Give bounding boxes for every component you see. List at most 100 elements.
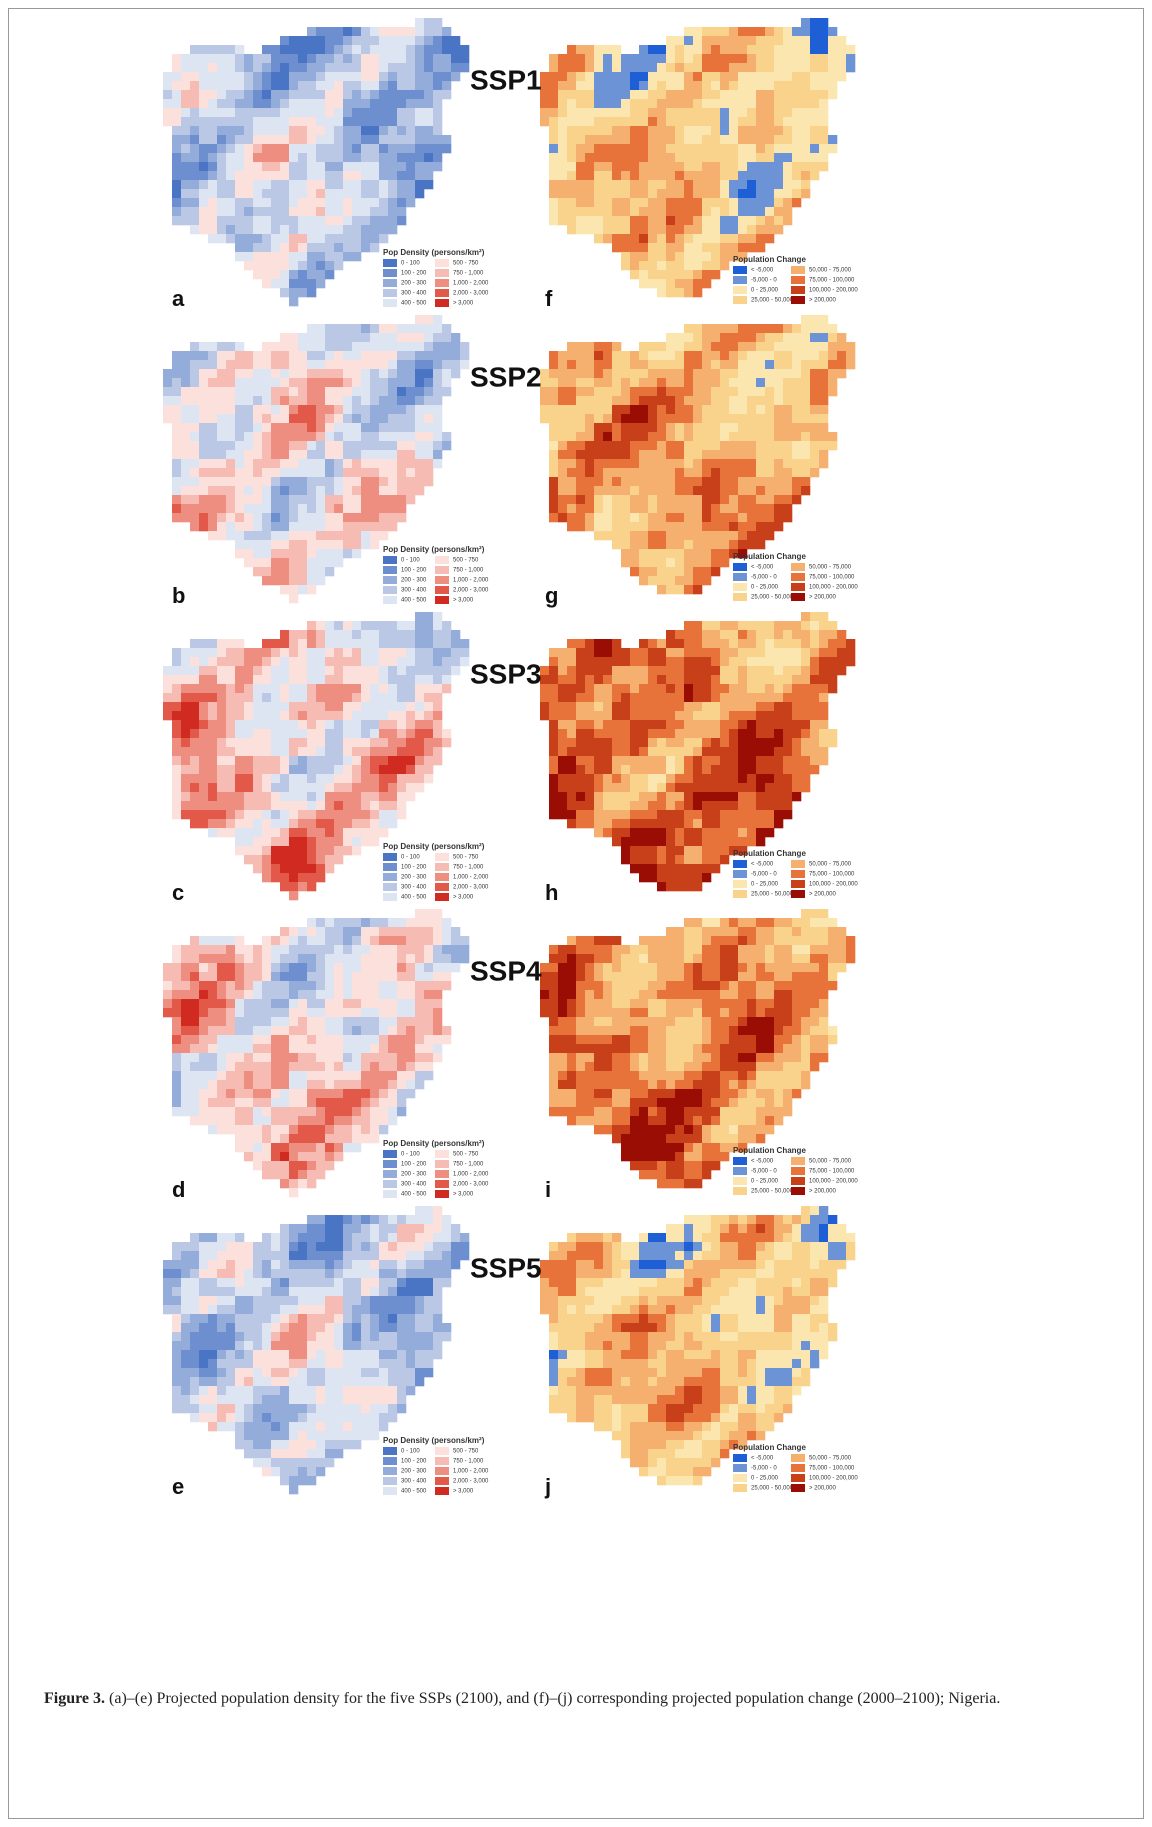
map-cell	[684, 648, 693, 657]
map-cell	[711, 720, 720, 729]
map-cell	[549, 351, 558, 360]
map-cell	[693, 405, 702, 414]
map-cell	[181, 387, 190, 396]
map-cell	[765, 63, 774, 72]
map-cell	[639, 828, 648, 837]
map-cell	[846, 360, 855, 369]
map-cell	[747, 432, 756, 441]
map-cell	[819, 396, 828, 405]
map-cell	[298, 243, 307, 252]
map-cell	[199, 153, 208, 162]
map-cell	[271, 189, 280, 198]
map-cell	[298, 126, 307, 135]
map-cell	[388, 360, 397, 369]
map-cell	[397, 675, 406, 684]
map-cell	[657, 756, 666, 765]
map-cell	[352, 792, 361, 801]
map-cell	[567, 162, 576, 171]
map-cell	[343, 837, 352, 846]
map-cell	[172, 216, 181, 225]
map-cell	[810, 333, 819, 342]
map-cell	[298, 720, 307, 729]
map-cell	[235, 342, 244, 351]
map-cell	[594, 765, 603, 774]
map-cell	[379, 441, 388, 450]
map-cell	[298, 45, 307, 54]
map-cell	[244, 234, 253, 243]
map-cell	[262, 531, 271, 540]
map-cell	[217, 504, 226, 513]
map-cell	[172, 738, 181, 747]
map-cell	[217, 1017, 226, 1026]
map-cell	[630, 90, 639, 99]
legend-label: 25,000 - 50,000	[751, 595, 794, 601]
map-cell	[567, 126, 576, 135]
map-cell	[217, 1116, 226, 1125]
map-cell	[666, 36, 675, 45]
map-cell	[208, 81, 217, 90]
map-cell	[316, 729, 325, 738]
map-cell	[675, 405, 684, 414]
map-cell	[208, 423, 217, 432]
map-cell	[738, 693, 747, 702]
map-cell	[792, 342, 801, 351]
legend-title: Pop Density (persons/km²)	[383, 545, 485, 554]
map-cell	[711, 459, 720, 468]
map-cell	[316, 81, 325, 90]
map-cell	[316, 162, 325, 171]
map-cell	[163, 99, 172, 108]
map-cell	[747, 207, 756, 216]
map-cell	[334, 36, 343, 45]
map-cell	[199, 360, 208, 369]
map-cell	[235, 972, 244, 981]
legend-swatch	[383, 586, 397, 594]
map-cell	[163, 1008, 172, 1017]
map-cell	[612, 162, 621, 171]
map-cell	[738, 333, 747, 342]
map-cell	[361, 234, 370, 243]
map-cell	[711, 414, 720, 423]
map-cell	[603, 792, 612, 801]
legend-label: 100,000 - 200,000	[809, 882, 858, 888]
map-cell	[747, 333, 756, 342]
map-cell	[370, 126, 379, 135]
map-cell	[343, 180, 352, 189]
map-cell	[307, 738, 316, 747]
map-cell	[316, 45, 325, 54]
map-cell	[424, 162, 433, 171]
map-cell	[235, 531, 244, 540]
map-cell	[792, 756, 801, 765]
map-cell	[352, 108, 361, 117]
map-cell	[639, 549, 648, 558]
map-cell	[343, 216, 352, 225]
map-cell	[343, 441, 352, 450]
map-cell	[666, 360, 675, 369]
map-cell	[567, 720, 576, 729]
map-cell	[756, 657, 765, 666]
map-cell	[630, 387, 639, 396]
map-cell	[271, 1026, 280, 1035]
map-cell	[217, 1035, 226, 1044]
map-cell	[316, 495, 325, 504]
map-cell	[226, 792, 235, 801]
map-cell	[370, 477, 379, 486]
map-cell	[747, 153, 756, 162]
map-cell	[289, 963, 298, 972]
map-cell	[774, 621, 783, 630]
map-cell	[702, 513, 711, 522]
map-cell	[433, 405, 442, 414]
map-cell	[199, 126, 208, 135]
map-cell	[549, 504, 558, 513]
map-cell	[298, 540, 307, 549]
map-cell	[217, 495, 226, 504]
map-cell	[226, 828, 235, 837]
map-cell	[208, 513, 217, 522]
map-cell	[648, 198, 657, 207]
map-cell	[226, 360, 235, 369]
map-cell	[603, 738, 612, 747]
map-cell	[774, 198, 783, 207]
map-cell	[576, 369, 585, 378]
map-cell	[280, 189, 289, 198]
map-cell	[702, 369, 711, 378]
map-cell	[603, 108, 612, 117]
